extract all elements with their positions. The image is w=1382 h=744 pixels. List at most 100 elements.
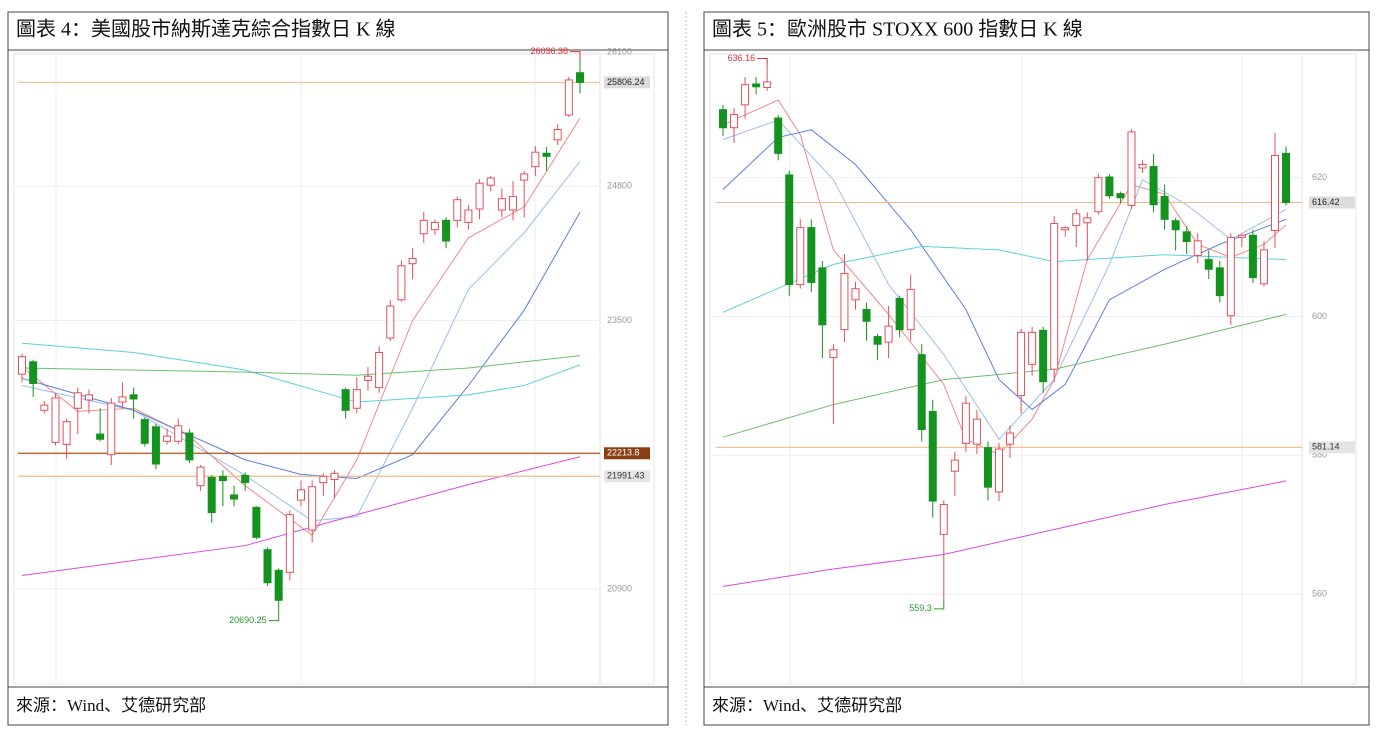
candle-body [862, 309, 871, 322]
candle-body [983, 447, 992, 488]
candle-body [1215, 267, 1224, 297]
last-label-box [604, 76, 650, 89]
candle-body [1182, 231, 1191, 243]
y-tick-label: 23500 [607, 315, 632, 325]
ma-line [722, 313, 1287, 438]
ma-line [722, 129, 1287, 411]
candle-body [1094, 177, 1103, 213]
ma-line [722, 245, 1287, 313]
candle-body [542, 152, 551, 157]
candle-body [531, 151, 540, 168]
min-label: 20690.25 [229, 615, 267, 625]
candle-body [1083, 217, 1092, 224]
candle-body [442, 219, 451, 242]
y-tick-label: 26100 [607, 46, 632, 56]
candle-body [564, 79, 573, 116]
candle-body [553, 128, 562, 141]
candle-body [51, 397, 60, 443]
candle-body [1160, 195, 1169, 220]
candle-body [1050, 222, 1059, 370]
candle-body [386, 305, 395, 339]
ref-label: 22213.8 [607, 448, 640, 458]
candle-body [1282, 152, 1291, 204]
candle-body [1237, 234, 1246, 238]
candle-body [475, 182, 484, 210]
candle-body [408, 258, 417, 265]
candle-body [774, 117, 783, 154]
candle-body [785, 174, 794, 286]
ma-line [722, 99, 1287, 456]
ref-label-box [1309, 441, 1355, 454]
max-label: 636.16 [728, 53, 756, 63]
candle-body [297, 489, 305, 501]
last-label: 25806.24 [607, 77, 645, 87]
candle-body [1271, 154, 1279, 231]
plot-frame [13, 53, 655, 685]
candle-body [1138, 163, 1147, 169]
candle-body [1105, 176, 1114, 197]
plot: 209002220023500248002610022213.821991.43… [14, 46, 650, 625]
candle-body [1204, 259, 1213, 270]
candle-body [917, 354, 926, 431]
ref-label-box [604, 447, 650, 460]
candle-body [895, 297, 904, 331]
frames [7, 11, 1370, 726]
y-tick-label: 24800 [607, 181, 632, 191]
candle-body [730, 114, 739, 129]
source: 來源：Wind、艾德研究部 [712, 696, 902, 715]
ma-line [722, 480, 1287, 587]
candle-body [1171, 220, 1180, 231]
candle-body [851, 288, 860, 301]
candle-body [840, 272, 849, 331]
candle-body [1193, 240, 1202, 256]
panel-frame [703, 11, 1370, 726]
candle-body [62, 421, 71, 445]
chart-title: 圖表 5：歐洲股市 STOXX 600 指數日 K 線 [712, 18, 1083, 41]
candle-body [285, 514, 294, 573]
min-pointer [933, 598, 945, 610]
candle-body [719, 109, 727, 129]
min-pointer [268, 610, 280, 622]
ma-line [21, 456, 581, 576]
candle-body [995, 448, 1003, 493]
candle-body [939, 504, 948, 535]
y-tick-label: 580 [1312, 450, 1327, 460]
candle-body [972, 418, 981, 445]
candle-body [1116, 193, 1125, 199]
candle-body [1006, 432, 1015, 445]
candle-body [174, 425, 183, 442]
ref-label: 581.14 [1312, 442, 1340, 452]
candle-body [363, 375, 372, 381]
candle-body [741, 84, 750, 106]
candle-body [928, 411, 937, 502]
y-tick-label: 620 [1312, 172, 1327, 182]
candle-body [1226, 236, 1235, 317]
candle-body [230, 494, 239, 500]
max-label: 26036.38 [530, 46, 568, 56]
candle-body [151, 426, 160, 465]
candle-body [829, 349, 838, 358]
candle-body [397, 265, 406, 301]
candle-body [375, 351, 384, 389]
candle-body [576, 72, 584, 83]
candle-body [818, 267, 827, 326]
ma-line [21, 355, 581, 376]
candle-body [884, 325, 893, 343]
ma-line [21, 211, 581, 479]
y-tick-label: 600 [1312, 311, 1327, 321]
candle-body [796, 227, 805, 286]
candle-body [29, 361, 38, 384]
ma-line [722, 119, 1287, 441]
max-pointer [570, 51, 581, 59]
candle-body [1127, 131, 1136, 206]
plot: 560 580 600 620 581.14 616.42 636.16 559.3 [712, 53, 1355, 613]
min-label: 559.3 [909, 603, 932, 613]
candle-body [330, 472, 339, 480]
candle-body [1072, 213, 1081, 227]
candle-body [140, 419, 149, 444]
chart-title: 圖表 4：美國股市納斯達克綜合指數日 K 線 [16, 18, 395, 41]
source: 來源：Wind、艾德研究部 [16, 696, 206, 715]
candle-body [73, 392, 82, 409]
candle-body [18, 356, 26, 375]
candle-body [107, 402, 116, 456]
